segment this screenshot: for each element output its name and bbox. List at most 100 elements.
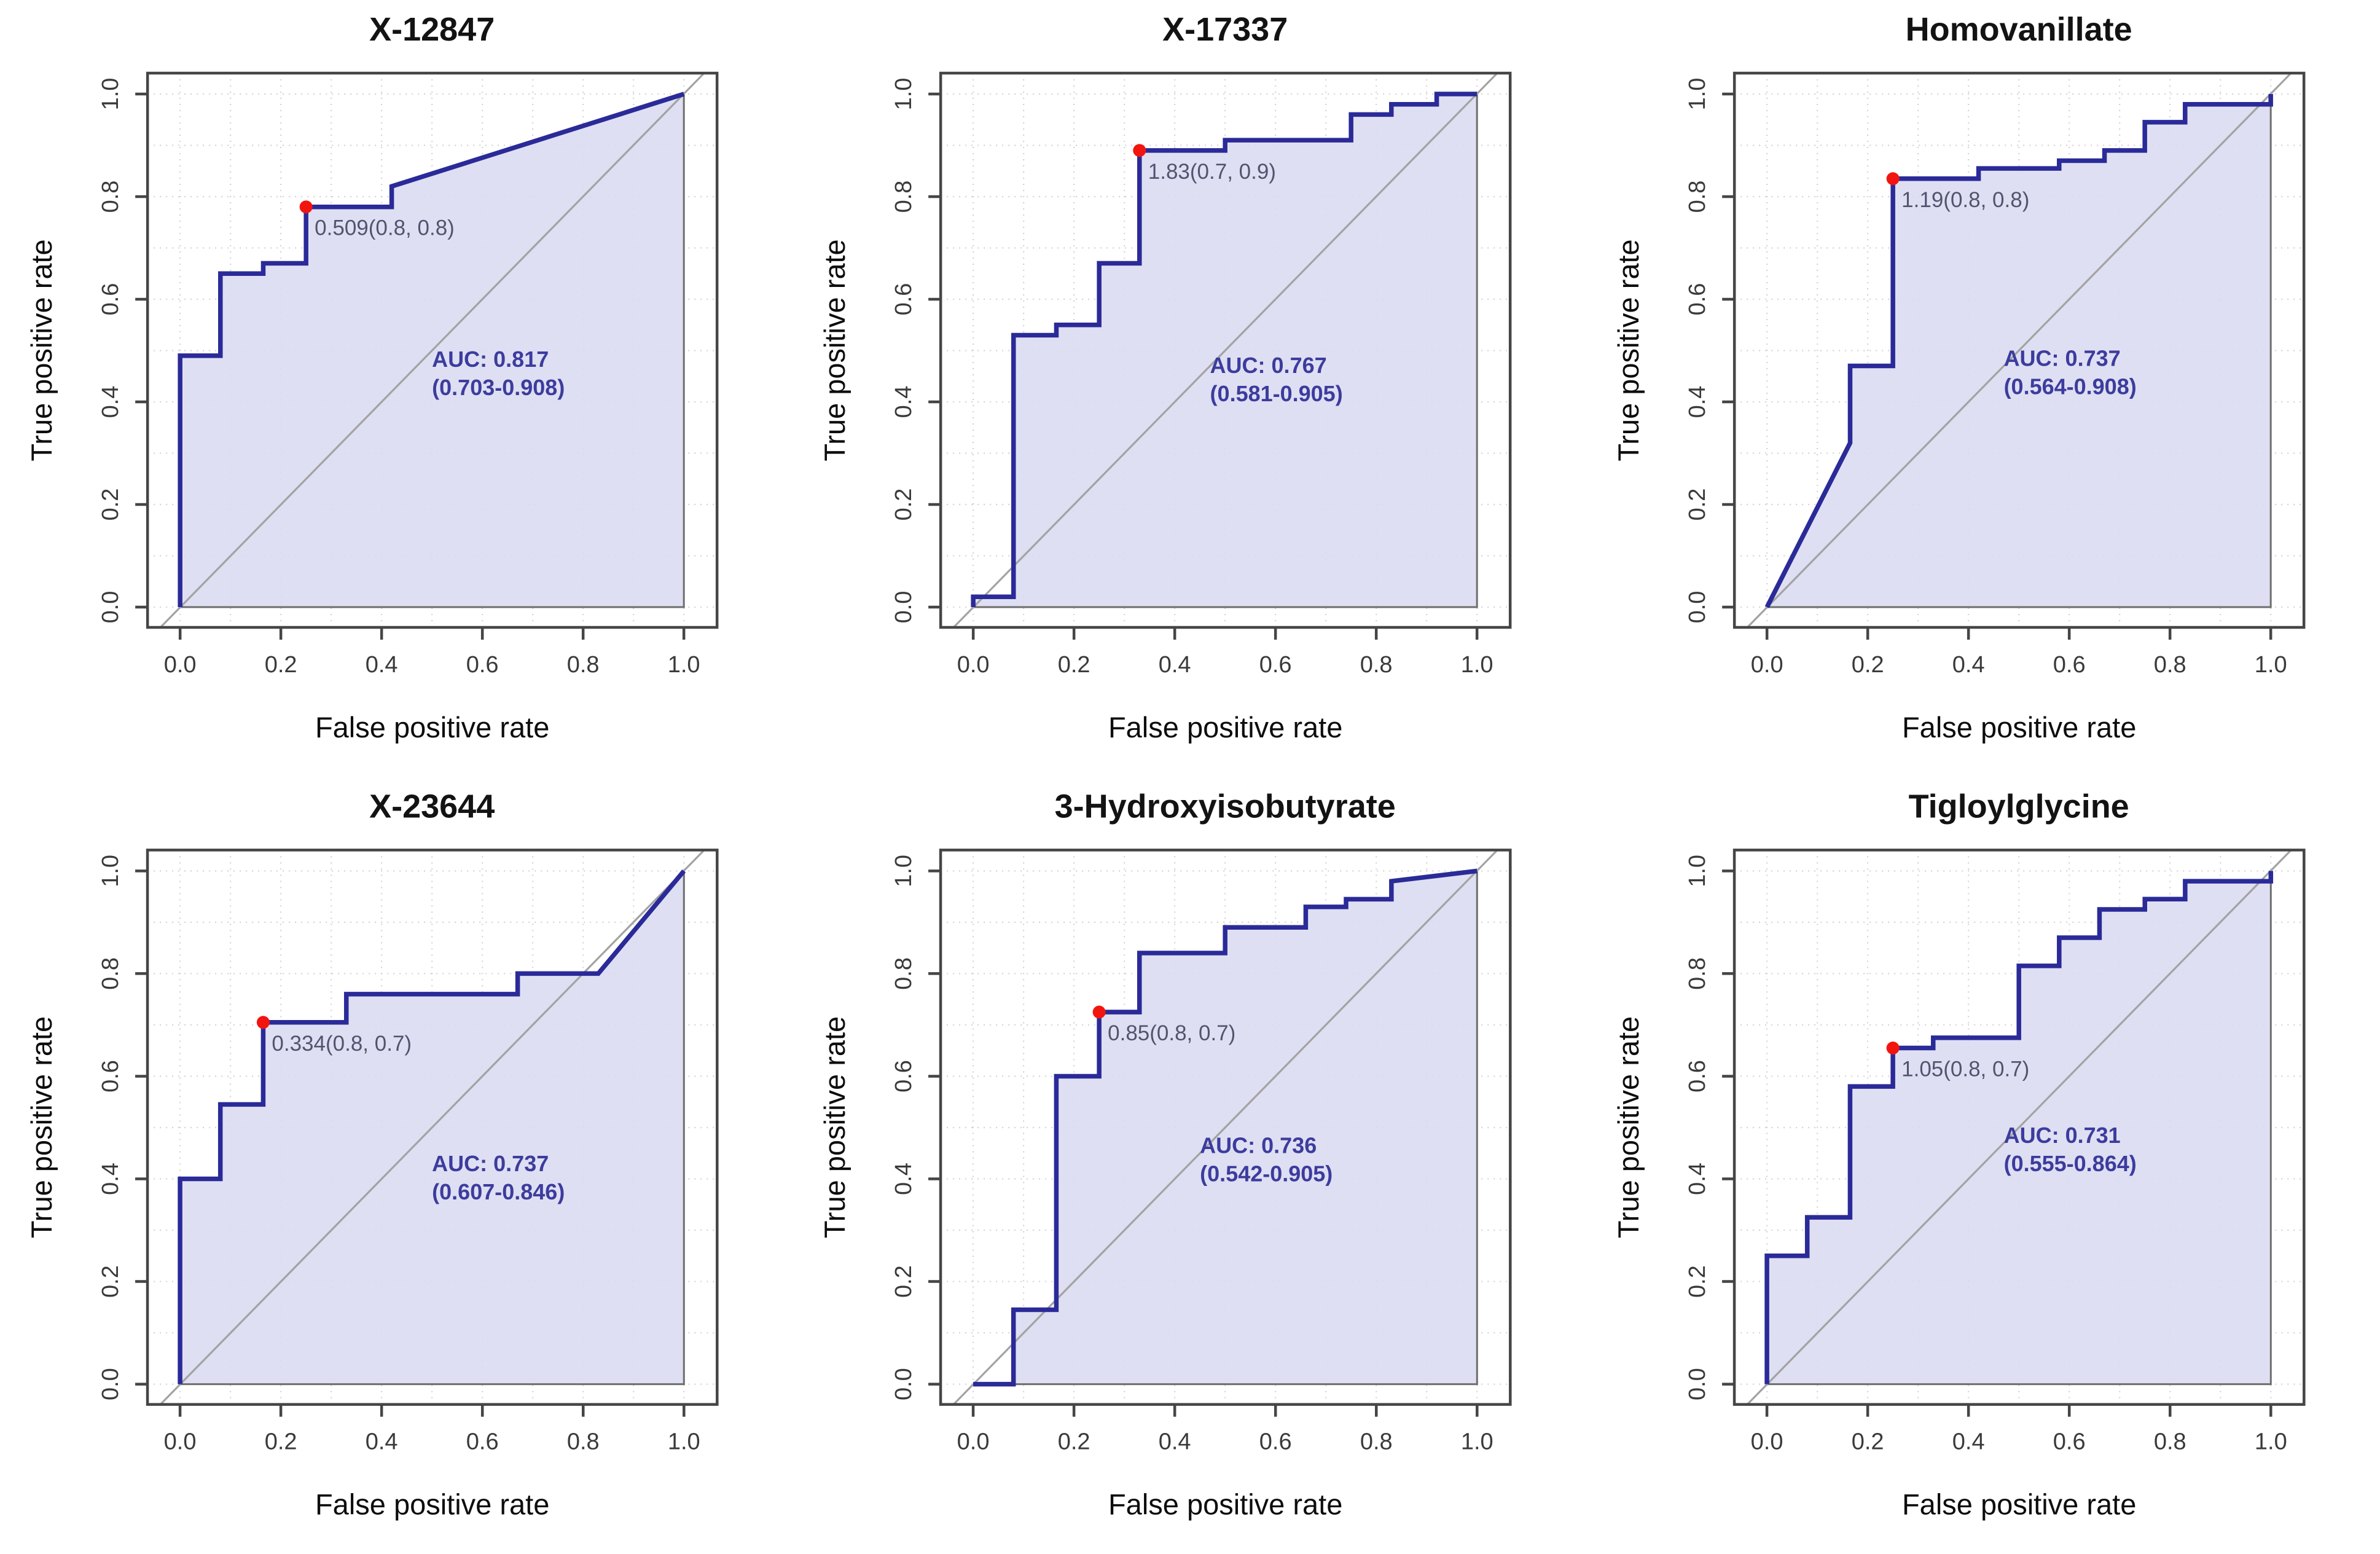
cutoff-point	[1886, 172, 1900, 186]
chart-title: Homovanillate	[1905, 11, 2132, 48]
y-tick-label: 0.4	[1685, 386, 1710, 418]
cutoff-point	[1886, 1042, 1900, 1055]
x-tick-label: 1.0	[2255, 1429, 2287, 1455]
y-tick-label: 0.2	[1685, 489, 1710, 521]
chart-title: X-23644	[369, 788, 495, 825]
y-tick-label: 0.8	[1685, 957, 1710, 990]
y-tick-label: 0.4	[891, 386, 917, 418]
diagonal-line	[1746, 72, 2292, 629]
y-tick-label: 1.0	[891, 855, 917, 887]
roc-chart-svg: X-17337 1.83(0.7, 0.9) AUC: 0.767 (0.581-0…	[818, 11, 1512, 744]
x-tick-label: 0.8	[2153, 652, 2186, 678]
x-tick-label: 0.0	[957, 1429, 990, 1455]
cutoff-point	[1133, 144, 1146, 157]
x-tick-label: 0.6	[1259, 652, 1292, 678]
auc-ci-label: (0.581-0.905)	[1210, 381, 1343, 406]
x-tick-label: 0.8	[567, 652, 600, 678]
x-tick-label: 0.2	[265, 1429, 297, 1455]
y-tick-label: 0.2	[891, 489, 917, 521]
auc-value-label: AUC: 0.767	[1210, 353, 1327, 378]
y-tick-label: 1.0	[98, 855, 123, 887]
plot-box	[939, 71, 1512, 629]
x-axis-label: False positive rate	[315, 1488, 549, 1521]
y-tick-label: 1.0	[1685, 855, 1710, 887]
auc-value-label: AUC: 0.817	[432, 347, 549, 372]
y-tick-label: 0.2	[98, 1265, 123, 1298]
y-axis-label: True positive rate	[25, 1016, 58, 1238]
x-tick-label: 0.8	[567, 1429, 600, 1455]
roc-chart-svg: Tigloylglycine 1.05(0.8, 0.7) AUC: 0.731 (…	[1612, 788, 2306, 1521]
x-tick-label: 1.0	[1461, 652, 1493, 678]
cutoff-point	[256, 1016, 270, 1029]
y-tick-label: 0.6	[98, 1060, 123, 1093]
auc-value-label: AUC: 0.737	[432, 1151, 549, 1176]
auc-value-label: AUC: 0.737	[2003, 346, 2120, 371]
y-tick-label: 0.4	[98, 1163, 123, 1195]
plot-box	[1732, 71, 2306, 629]
roc-panel-tigloylglycine: Tigloylglycine 1.05(0.8, 0.7) AUC: 0.731 (…	[1587, 777, 2380, 1554]
cutoff-label: 0.334(0.8, 0.7)	[272, 1032, 412, 1056]
x-tick-label: 0.4	[366, 1429, 398, 1455]
y-tick-label: 0.0	[1685, 591, 1710, 624]
cutoff-label: 1.83(0.7, 0.9)	[1148, 160, 1276, 184]
x-axis-label: False positive rate	[315, 711, 549, 744]
roc-curve	[973, 868, 1478, 1387]
x-tick-label: 0.8	[2153, 1429, 2186, 1455]
y-tick-label: 0.6	[891, 1060, 917, 1093]
x-tick-label: 1.0	[1461, 1429, 1493, 1455]
y-tick-label: 1.0	[1685, 78, 1710, 111]
x-tick-label: 0.8	[1360, 652, 1393, 678]
y-tick-label: 0.0	[1685, 1368, 1710, 1400]
y-tick-label: 0.2	[1685, 1265, 1710, 1298]
x-tick-label: 0.4	[1159, 1429, 1191, 1455]
cutoff-point	[1092, 1005, 1106, 1019]
roc-curve	[1764, 94, 2273, 608]
auc-ci-label: (0.542-0.905)	[1200, 1161, 1333, 1187]
y-tick-label: 0.6	[891, 283, 917, 316]
x-tick-label: 0.2	[1058, 652, 1090, 678]
auc-ci-label: (0.564-0.908)	[2003, 374, 2136, 399]
x-tick-label: 0.2	[1058, 1429, 1090, 1455]
x-tick-label: 0.4	[1952, 652, 1984, 678]
x-axis-label: False positive rate	[1902, 711, 2136, 744]
x-tick-label: 0.0	[957, 652, 990, 678]
chart-title: X-17337	[1162, 11, 1288, 48]
y-axis-label: True positive rate	[1612, 239, 1645, 461]
auc-ci-label: (0.607-0.846)	[432, 1179, 565, 1204]
y-tick-label: 1.0	[98, 78, 123, 111]
cutoff-point	[299, 200, 313, 214]
auc-value-label: AUC: 0.736	[1200, 1133, 1317, 1158]
y-tick-label: 0.0	[891, 1368, 917, 1400]
y-tick-label: 0.6	[1685, 1060, 1710, 1093]
x-tick-label: 0.6	[466, 1429, 499, 1455]
roc-panel-x12847: X-12847 0.509(0.8, 0.8) AUC: 0.817 (0.703-…	[0, 0, 793, 777]
plot-box	[146, 71, 719, 629]
cutoff-label: 1.19(0.8, 0.8)	[1901, 188, 2029, 212]
diagonal-line	[159, 849, 705, 1405]
x-axis-label: False positive rate	[1108, 1488, 1342, 1521]
plot-box	[1732, 849, 2306, 1406]
y-tick-label: 0.4	[1685, 1163, 1710, 1195]
auc-value-label: AUC: 0.731	[2003, 1123, 2120, 1148]
y-tick-label: 0.6	[98, 283, 123, 316]
cutoff-label: 1.05(0.8, 0.7)	[1901, 1058, 2029, 1081]
y-tick-label: 0.2	[98, 489, 123, 521]
y-tick-label: 0.4	[98, 386, 123, 418]
roc-panel-3-hydroxyisobutyrate: 3-Hydroxyisobutyrate 0.85(0.8, 0.7) AUC: …	[793, 777, 1586, 1554]
x-axis-label: False positive rate	[1902, 1488, 2136, 1521]
x-tick-label: 0.8	[1360, 1429, 1393, 1455]
x-tick-label: 0.6	[466, 652, 499, 678]
x-tick-label: 0.0	[1750, 652, 1783, 678]
diagonal-line	[160, 72, 705, 629]
roc-chart-svg: Homovanillate 1.19(0.8, 0.8) AUC: 0.737 (0…	[1612, 11, 2306, 744]
chart-title: X-12847	[369, 11, 495, 48]
chart-title: 3-Hydroxyisobutyrate	[1055, 788, 1396, 825]
chart-title: Tigloylglycine	[1908, 788, 2129, 825]
y-tick-label: 0.8	[891, 957, 917, 990]
x-tick-label: 0.4	[366, 652, 398, 678]
x-tick-label: 0.0	[164, 1429, 197, 1455]
y-tick-label: 0.8	[98, 957, 123, 990]
roc-panel-x23644: X-23644 0.334(0.8, 0.7) AUC: 0.737 (0.607-…	[0, 777, 793, 1554]
roc-chart-svg: 3-Hydroxyisobutyrate 0.85(0.8, 0.7) AUC: …	[818, 788, 1512, 1521]
